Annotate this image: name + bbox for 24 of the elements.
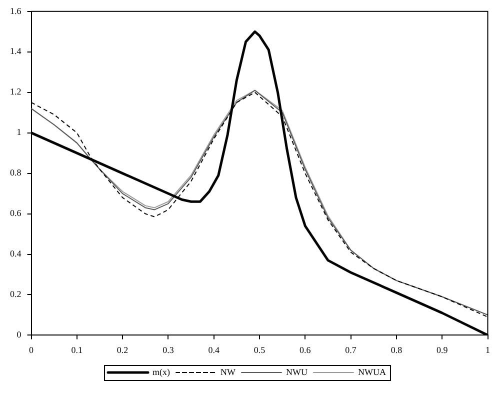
- x-tick-label: 0: [29, 344, 34, 355]
- x-tick-label: 0.8: [390, 344, 403, 355]
- y-tick-label: 0.8: [10, 168, 22, 178]
- y-tick-label: 1.4: [10, 46, 22, 56]
- x-tick-label: 0.6: [300, 344, 312, 355]
- y-tick-label: 0.4: [10, 248, 22, 259]
- y-tick-label: 0.6: [10, 208, 22, 218]
- y-tick-label: 1.6: [10, 6, 22, 16]
- x-tick-label: 0.2: [116, 344, 128, 355]
- x-tick-label: 1: [486, 344, 490, 355]
- x-tick-label: 0.5: [254, 344, 266, 355]
- x-tick-label: 0.9: [436, 344, 448, 355]
- x-tick-label: 0.1: [71, 344, 83, 355]
- y-tick-label: 0: [16, 330, 22, 340]
- x-tick-label: 0.7: [345, 344, 357, 355]
- legend-label: NWUA: [358, 366, 386, 377]
- legend-label: NWU: [286, 366, 308, 377]
- legend-label: m(x): [152, 366, 170, 377]
- x-tick-label: 0.4: [208, 344, 220, 355]
- y-tick-label: 1: [16, 127, 22, 138]
- x-tick-label: 0.3: [162, 344, 174, 355]
- y-tick-label: 0.2: [10, 289, 22, 300]
- legend-label: NW: [220, 366, 236, 377]
- y-tick-label: 1.2: [10, 86, 22, 97]
